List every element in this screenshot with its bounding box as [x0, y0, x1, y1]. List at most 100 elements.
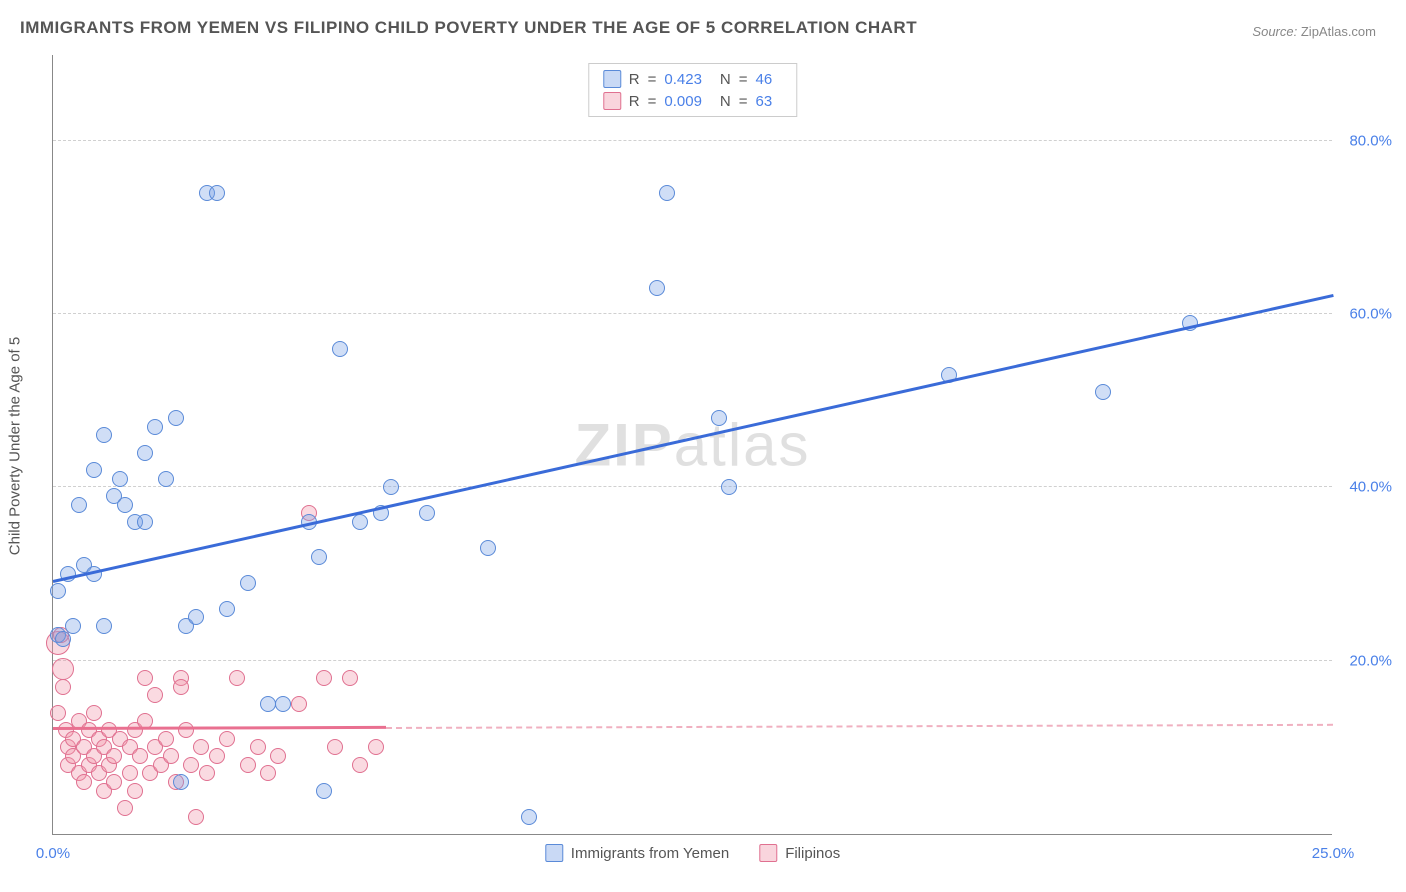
data-point	[96, 618, 112, 634]
data-point	[132, 748, 148, 764]
y-tick-label: 40.0%	[1349, 479, 1392, 496]
yemen-n-value: 46	[756, 71, 773, 88]
data-point	[86, 462, 102, 478]
data-point	[50, 583, 66, 599]
y-axis-title: Child Poverty Under the Age of 5	[7, 337, 24, 555]
data-point	[260, 696, 276, 712]
gridline	[53, 660, 1332, 661]
legend-stats-row-yemen: R = 0.423 N = 46	[603, 68, 782, 90]
data-point	[96, 427, 112, 443]
data-point	[229, 670, 245, 686]
chart-container: IMMIGRANTS FROM YEMEN VS FILIPINO CHILD …	[0, 0, 1406, 892]
data-point	[163, 748, 179, 764]
data-point	[52, 658, 74, 680]
gridline	[53, 313, 1332, 314]
data-point	[316, 670, 332, 686]
swatch-blue-icon-2	[545, 844, 563, 862]
x-tick-label: 25.0%	[1312, 845, 1355, 862]
data-point	[147, 419, 163, 435]
data-point	[158, 471, 174, 487]
data-point	[188, 809, 204, 825]
plot-area: ZIPatlas R = 0.423 N = 46 R = 0.009 N = …	[52, 55, 1332, 835]
data-point	[250, 739, 266, 755]
eq-sign: =	[648, 71, 657, 88]
gridline	[53, 140, 1332, 141]
data-point	[173, 679, 189, 695]
data-point	[127, 783, 143, 799]
data-point	[147, 687, 163, 703]
data-point	[209, 185, 225, 201]
chart-title: IMMIGRANTS FROM YEMEN VS FILIPINO CHILD …	[20, 18, 917, 38]
source-prefix: Source:	[1252, 24, 1297, 39]
yemen-r-value: 0.423	[664, 71, 702, 88]
data-point	[342, 670, 358, 686]
swatch-pink-icon	[603, 92, 621, 110]
data-point	[352, 514, 368, 530]
data-point	[188, 609, 204, 625]
data-point	[183, 757, 199, 773]
data-point	[480, 540, 496, 556]
n-label: N	[720, 71, 731, 88]
data-point	[65, 618, 81, 634]
data-point	[521, 809, 537, 825]
r-label-2: R	[629, 93, 640, 110]
data-point	[122, 765, 138, 781]
data-point	[168, 410, 184, 426]
data-point	[137, 445, 153, 461]
data-point	[55, 679, 71, 695]
data-point	[332, 341, 348, 357]
legend-stats-row-filipinos: R = 0.009 N = 63	[603, 90, 782, 112]
n-label-2: N	[720, 93, 731, 110]
data-point	[291, 696, 307, 712]
data-point	[86, 705, 102, 721]
legend-item-yemen: Immigrants from Yemen	[545, 844, 729, 862]
data-point	[711, 410, 727, 426]
data-point	[327, 739, 343, 755]
data-point	[158, 731, 174, 747]
data-point	[240, 757, 256, 773]
legend-item-filipinos: Filipinos	[759, 844, 840, 862]
regression-line	[386, 724, 1333, 729]
eq-sign-3: =	[648, 93, 657, 110]
filipinos-series-label: Filipinos	[785, 845, 840, 862]
data-point	[106, 748, 122, 764]
regression-line	[53, 726, 386, 730]
swatch-blue-icon	[603, 70, 621, 88]
data-point	[311, 549, 327, 565]
data-point	[178, 722, 194, 738]
data-point	[219, 601, 235, 617]
data-point	[383, 479, 399, 495]
y-tick-label: 60.0%	[1349, 306, 1392, 323]
data-point	[649, 280, 665, 296]
data-point	[260, 765, 276, 781]
data-point	[112, 471, 128, 487]
data-point	[240, 575, 256, 591]
data-point	[316, 783, 332, 799]
r-label: R	[629, 71, 640, 88]
data-point	[721, 479, 737, 495]
regression-line	[53, 294, 1334, 583]
y-tick-label: 20.0%	[1349, 652, 1392, 669]
data-point	[55, 631, 71, 647]
swatch-pink-icon-2	[759, 844, 777, 862]
eq-sign-2: =	[739, 71, 748, 88]
data-point	[117, 800, 133, 816]
y-tick-label: 80.0%	[1349, 132, 1392, 149]
chart-source: Source: ZipAtlas.com	[1252, 24, 1376, 39]
filipinos-r-value: 0.009	[664, 93, 702, 110]
data-point	[50, 705, 66, 721]
data-point	[368, 739, 384, 755]
source-name: ZipAtlas.com	[1301, 24, 1376, 39]
data-point	[275, 696, 291, 712]
filipinos-n-value: 63	[756, 93, 773, 110]
data-point	[71, 497, 87, 513]
data-point	[137, 670, 153, 686]
data-point	[352, 757, 368, 773]
legend-stats: R = 0.423 N = 46 R = 0.009 N = 63	[588, 63, 797, 117]
data-point	[1095, 384, 1111, 400]
data-point	[193, 739, 209, 755]
data-point	[419, 505, 435, 521]
data-point	[270, 748, 286, 764]
eq-sign-4: =	[739, 93, 748, 110]
data-point	[219, 731, 235, 747]
